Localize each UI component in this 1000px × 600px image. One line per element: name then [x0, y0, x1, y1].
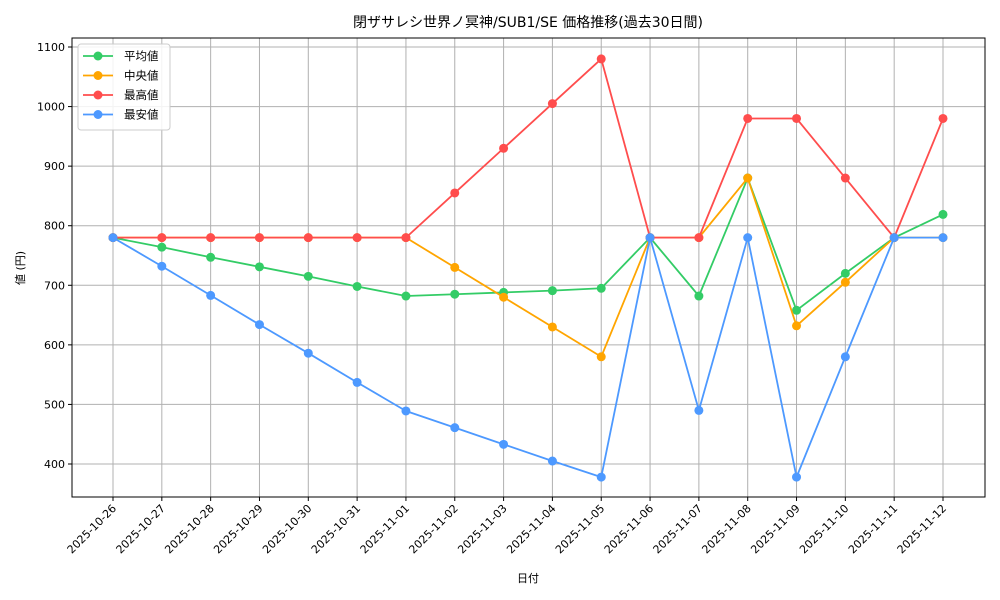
data-point-marker [450, 188, 460, 198]
data-point-marker [792, 321, 802, 331]
data-point-marker [547, 286, 557, 296]
data-point-marker [547, 99, 557, 109]
y-axis-ticks: 400 500 600 700 800 900 1000 1100 [37, 41, 72, 471]
data-point-marker [499, 292, 509, 302]
data-point-marker [596, 352, 606, 362]
data-point-marker [303, 271, 313, 281]
series-line [112, 177, 944, 312]
chart-title: 閉ザサレシ世界ノ冥神/SUB1/SE 価格推移(過去30日間) [353, 15, 703, 31]
data-point-marker [499, 143, 509, 153]
data-point-marker [157, 242, 167, 252]
data-point-marker [840, 268, 850, 278]
data-point-marker [547, 322, 557, 332]
data-point-marker [499, 439, 509, 449]
data-point-marker [206, 252, 216, 262]
y-tick-label: 400 [44, 458, 65, 471]
data-point-marker [206, 290, 216, 300]
plot-frame [71, 37, 986, 498]
data-point-marker [840, 173, 850, 183]
data-point-marker [694, 291, 704, 301]
data-point-marker [596, 472, 606, 482]
series-lines [108, 54, 948, 482]
legend-marker-icon [93, 110, 103, 119]
legend-marker-icon [93, 71, 103, 80]
data-point-marker [694, 233, 704, 243]
data-point-marker [792, 113, 802, 123]
legend-label: 最高値 [124, 88, 159, 102]
data-point-marker [694, 405, 704, 415]
data-point-marker [206, 233, 216, 243]
data-point-marker [743, 113, 753, 123]
series-line [113, 58, 944, 239]
data-point-marker [840, 277, 850, 287]
data-point-marker [254, 320, 264, 330]
y-tick-label: 1000 [37, 101, 65, 114]
data-point-marker [743, 233, 753, 243]
data-point-marker [792, 305, 802, 315]
series-3 [108, 233, 948, 482]
data-point-marker [938, 113, 948, 123]
data-point-marker [108, 233, 118, 243]
y-tick-label: 800 [44, 220, 65, 233]
data-point-marker [547, 456, 557, 466]
data-point-marker [254, 262, 264, 272]
y-tick-label: 600 [44, 339, 65, 352]
data-point-marker [450, 289, 460, 299]
data-point-marker [938, 233, 948, 243]
data-point-marker [352, 233, 362, 243]
data-point-marker [840, 352, 850, 362]
legend-marker-icon [93, 51, 103, 61]
legend-box [77, 43, 171, 131]
data-point-marker [303, 233, 313, 243]
data-point-marker [352, 281, 362, 291]
data-point-marker [254, 233, 264, 243]
data-point-marker [792, 472, 802, 482]
y-axis-label: 値 (円) [14, 251, 27, 285]
legend-marker-icon [93, 90, 103, 100]
data-point-marker [401, 291, 411, 301]
legend-label: 平均値 [124, 49, 159, 63]
y-tick-label: 1100 [37, 41, 65, 54]
x-axis-label: 日付 [517, 572, 539, 585]
y-tick-label: 900 [44, 160, 65, 173]
data-point-marker [303, 348, 313, 358]
legend-label: 中央値 [124, 69, 159, 83]
y-tick-label: 700 [44, 279, 65, 292]
data-point-marker [889, 233, 899, 243]
data-point-marker [401, 406, 411, 416]
data-point-marker [596, 283, 606, 293]
data-point-marker [157, 233, 167, 243]
data-point-marker [743, 173, 753, 183]
data-point-marker [645, 233, 655, 243]
y-tick-label: 500 [44, 398, 65, 411]
legend-label: 最安値 [124, 108, 159, 122]
data-point-marker [596, 54, 606, 64]
series-line [112, 236, 943, 479]
data-point-marker [450, 423, 460, 433]
data-point-marker [157, 261, 167, 271]
data-point-marker [401, 233, 411, 243]
data-point-marker [938, 209, 948, 219]
data-point-marker [450, 262, 460, 272]
data-point-marker [352, 377, 362, 387]
